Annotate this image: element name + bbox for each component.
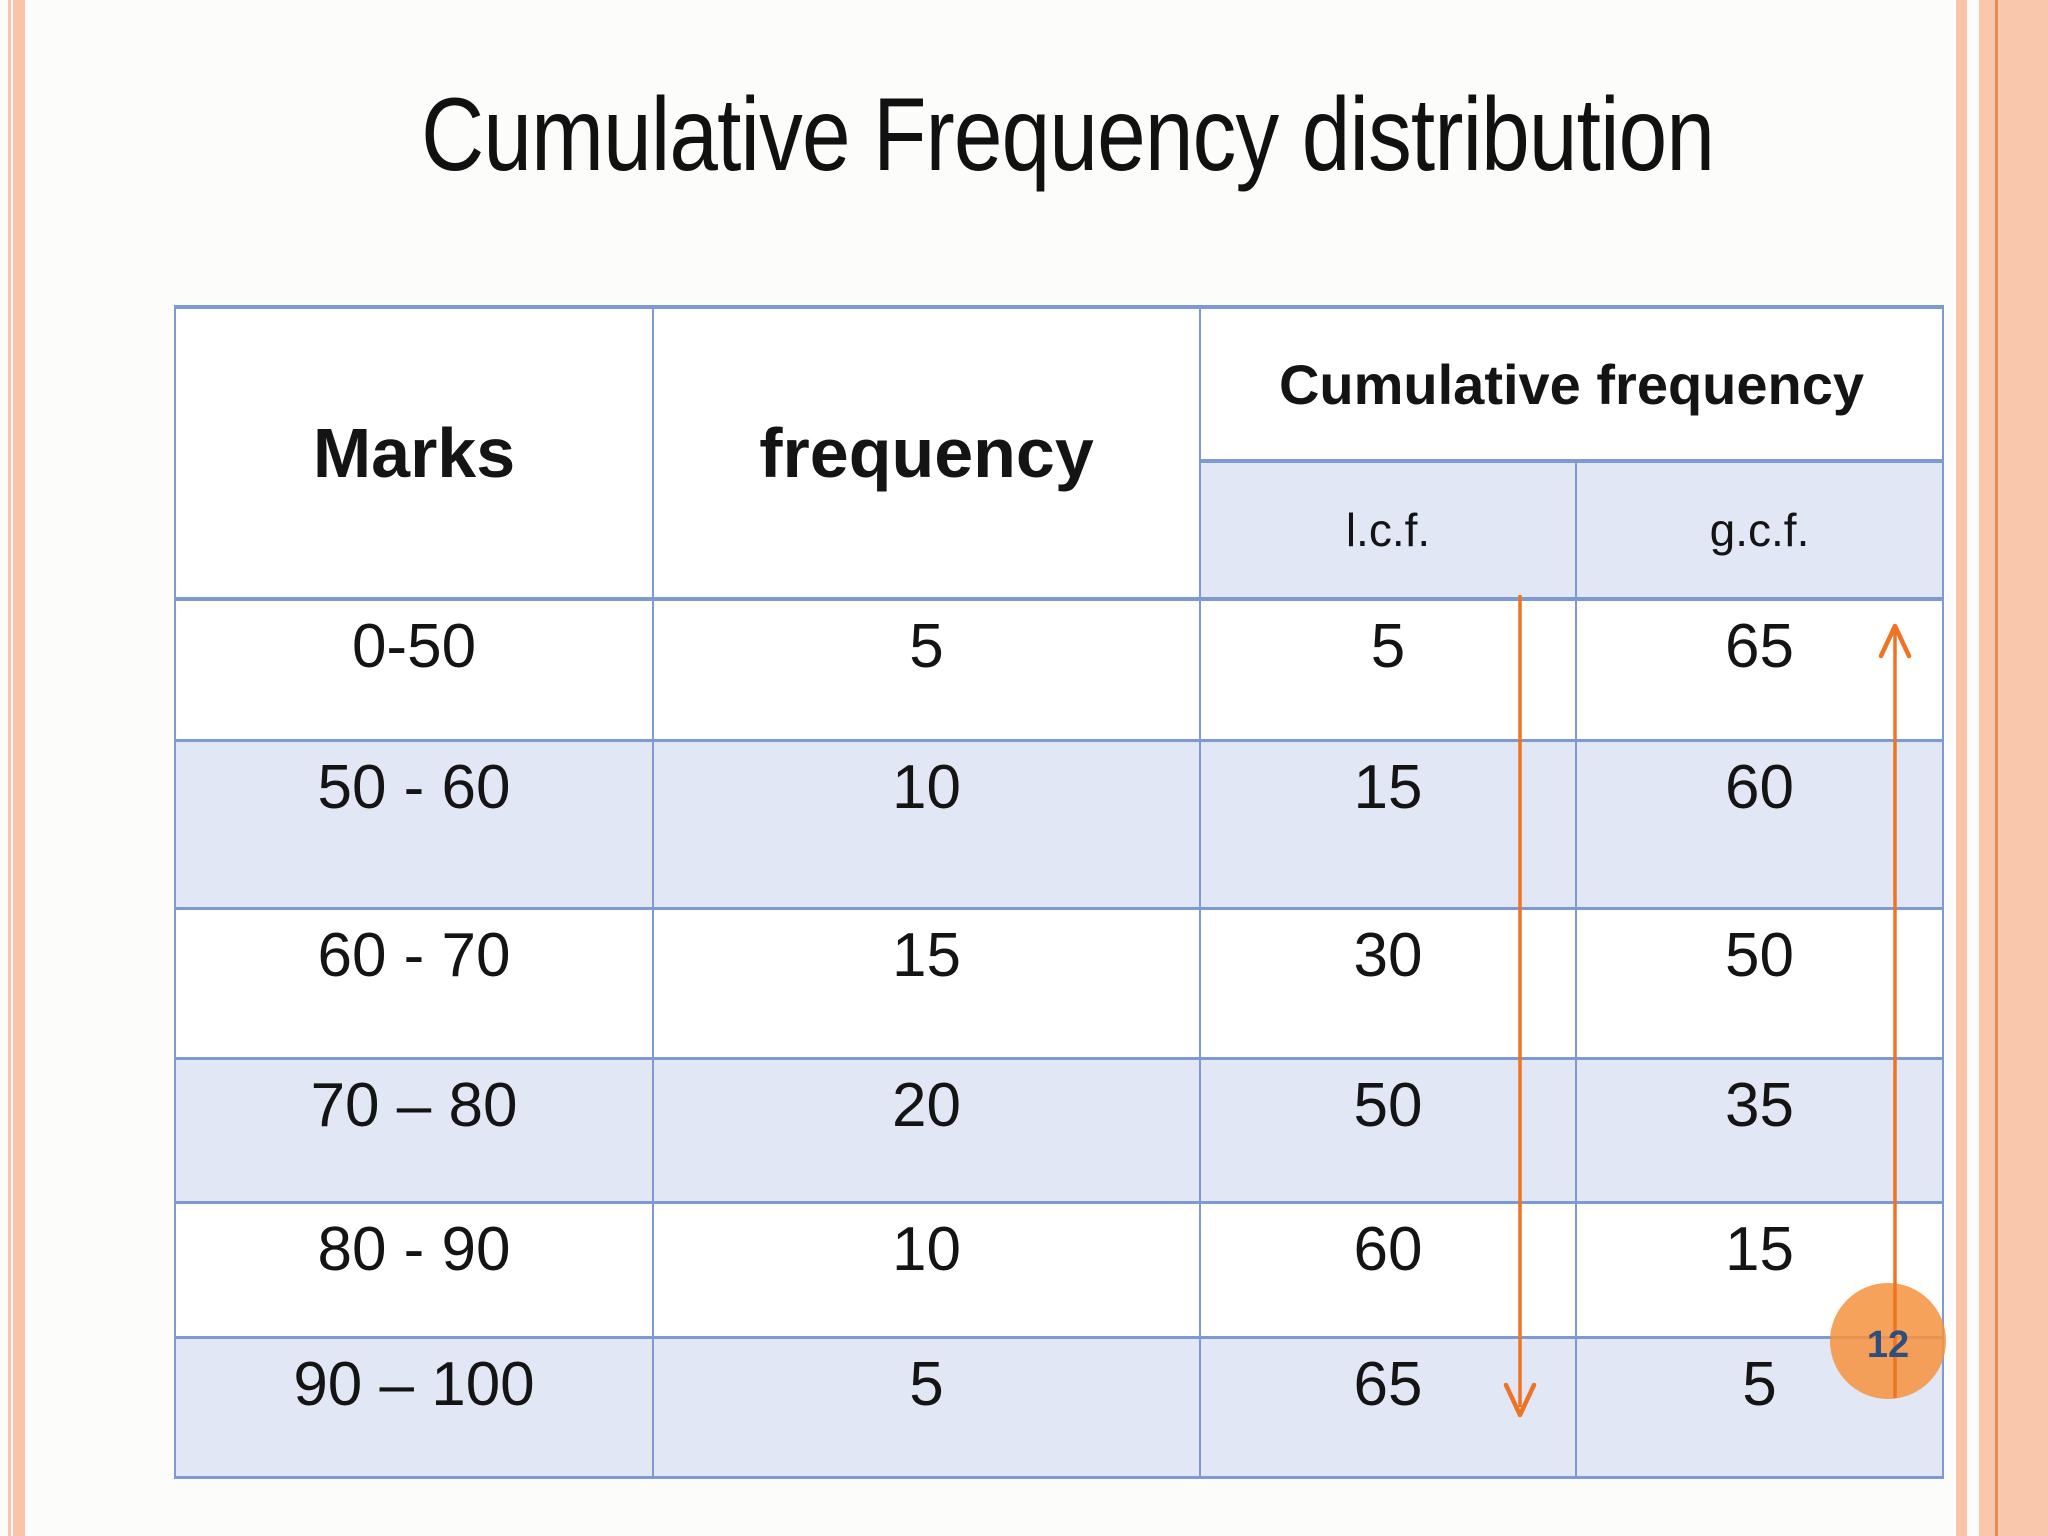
cell-marks-5: 90 – 100 [176, 1336, 652, 1476]
cell-frequency-0: 5 [652, 597, 1199, 739]
col-header-cumulative: Cumulative frequency [1199, 309, 1942, 459]
slide-number-badge [1830, 1283, 1946, 1399]
cell-gcf-1: 60 [1575, 739, 1942, 907]
cell-lcf-1: 15 [1199, 739, 1575, 907]
cell-marks-2: 60 - 70 [176, 907, 652, 1057]
cell-marks-3: 70 – 80 [176, 1057, 652, 1201]
cell-frequency-5: 5 [652, 1336, 1199, 1476]
cell-frequency-1: 10 [652, 739, 1199, 907]
cell-marks-0: 0-50 [176, 597, 652, 739]
cell-frequency-4: 10 [652, 1201, 1199, 1336]
left-frame-thin-stripe [8, 0, 11, 1536]
cell-lcf-4: 60 [1199, 1201, 1575, 1336]
col-header-frequency: frequency [652, 309, 1199, 597]
left-frame-wide-stripe [13, 0, 25, 1536]
cell-marks-1: 50 - 60 [176, 739, 652, 907]
right-frame-band [1979, 0, 2048, 1536]
col-header-gcf: g.c.f. [1575, 459, 1942, 597]
slide-number: 12 [1866, 1323, 1910, 1366]
cell-marks-4: 80 - 90 [176, 1201, 652, 1336]
cell-lcf-5: 65 [1199, 1336, 1575, 1476]
cell-gcf-0: 65 [1575, 597, 1942, 739]
cell-lcf-0: 5 [1199, 597, 1575, 739]
right-frame-accent-line [1995, 0, 1998, 1536]
right-frame-thin-stripe [1956, 0, 1967, 1536]
cell-frequency-3: 20 [652, 1057, 1199, 1201]
page-title: Cumulative Frequency distribution [44, 76, 2048, 195]
cell-frequency-2: 15 [652, 907, 1199, 1057]
col-header-marks: Marks [176, 309, 652, 597]
cell-gcf-2: 50 [1575, 907, 1942, 1057]
cell-lcf-2: 30 [1199, 907, 1575, 1057]
col-header-lcf: l.c.f. [1199, 459, 1575, 597]
cell-gcf-4: 15 [1575, 1201, 1942, 1336]
page-title-text: Cumulative Frequency distribution [421, 77, 1715, 193]
cell-lcf-3: 50 [1199, 1057, 1575, 1201]
frequency-table: Marks frequency Cumulative frequency l.c… [174, 305, 1944, 1479]
cell-gcf-3: 35 [1575, 1057, 1942, 1201]
